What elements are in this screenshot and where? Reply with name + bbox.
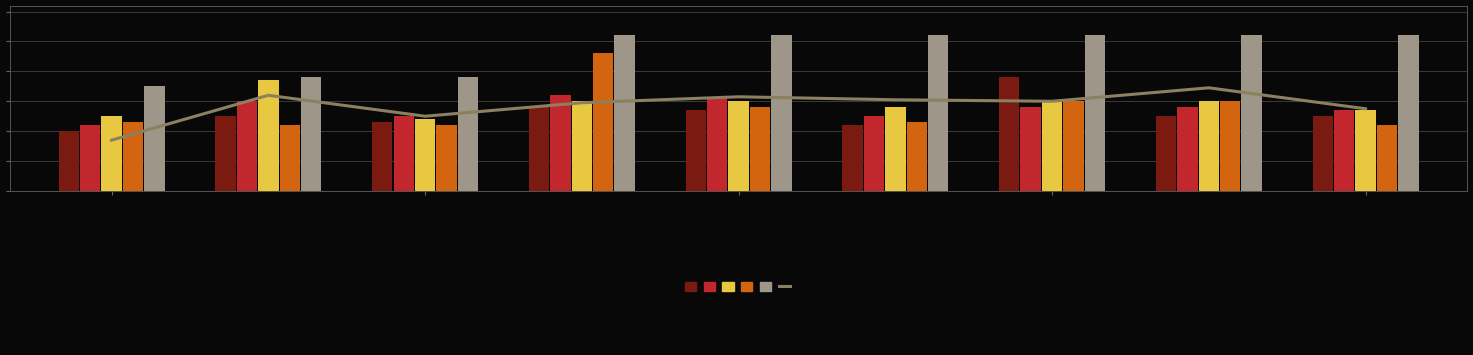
Bar (885, 107, 906, 191)
Bar (863, 116, 884, 191)
Bar (1156, 116, 1177, 191)
Bar (59, 131, 80, 191)
Bar (750, 107, 770, 191)
Bar (1064, 101, 1084, 191)
Bar (1220, 101, 1240, 191)
Bar (280, 125, 300, 191)
Bar (1377, 125, 1398, 191)
Legend: , , , , , : , , , , , (681, 278, 797, 297)
Bar (1041, 101, 1062, 191)
Bar (529, 107, 549, 191)
Bar (1312, 116, 1333, 191)
Bar (102, 116, 122, 191)
Bar (843, 125, 863, 191)
Bar (393, 116, 414, 191)
Bar (458, 77, 479, 191)
Bar (707, 98, 728, 191)
Bar (685, 110, 706, 191)
Bar (1355, 110, 1376, 191)
Bar (551, 95, 570, 191)
Bar (1398, 36, 1418, 191)
Bar (144, 86, 165, 191)
Bar (1084, 36, 1105, 191)
Bar (772, 36, 791, 191)
Bar (999, 77, 1019, 191)
Bar (122, 122, 143, 191)
Bar (258, 80, 278, 191)
Bar (928, 36, 949, 191)
Bar (373, 122, 392, 191)
Bar (300, 77, 321, 191)
Bar (1199, 101, 1220, 191)
Bar (1021, 107, 1041, 191)
Bar (594, 53, 613, 191)
Bar (1242, 36, 1262, 191)
Bar (906, 122, 927, 191)
Bar (572, 101, 592, 191)
Bar (80, 125, 100, 191)
Bar (415, 119, 436, 191)
Bar (237, 101, 258, 191)
Bar (728, 101, 748, 191)
Bar (614, 36, 635, 191)
Bar (215, 116, 236, 191)
Bar (436, 125, 457, 191)
Bar (1177, 107, 1198, 191)
Bar (1335, 110, 1354, 191)
